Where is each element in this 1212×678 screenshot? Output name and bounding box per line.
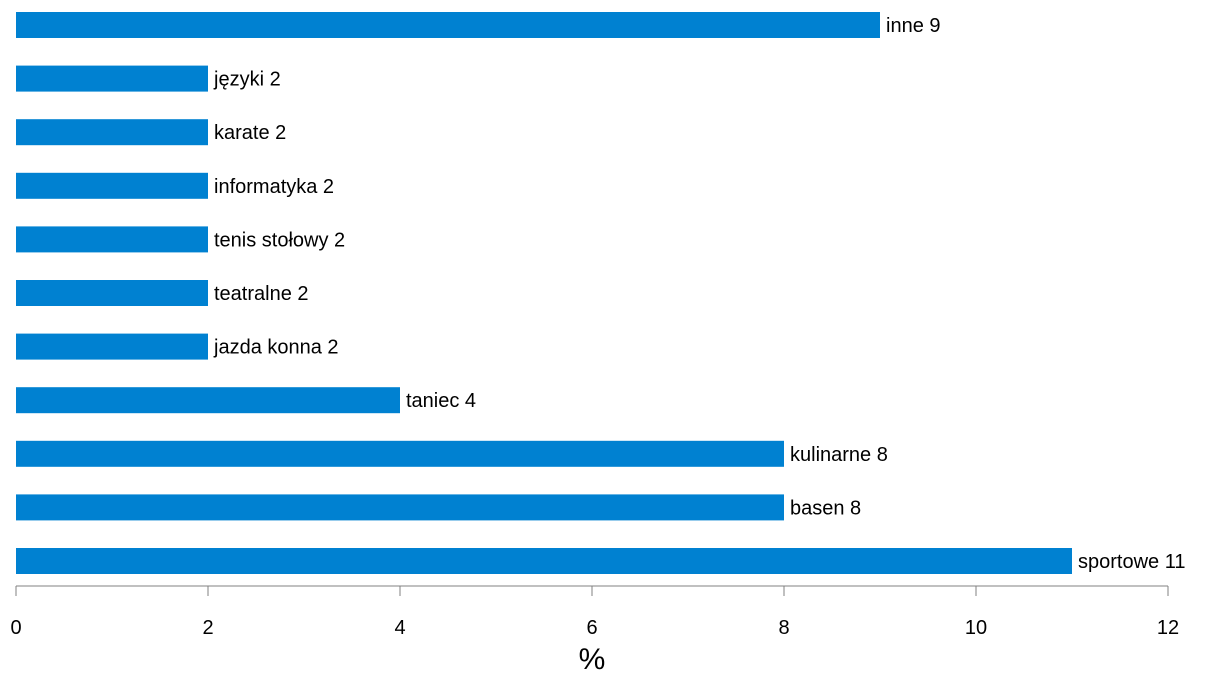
data-label: kulinarne 8: [790, 444, 888, 466]
bar-tenis-stołowy: [16, 226, 208, 253]
x-tick-label: 0: [10, 617, 21, 639]
data-label: teatralne 2: [214, 283, 309, 305]
data-label: informatyka 2: [214, 176, 334, 198]
data-label: języki 2: [213, 69, 281, 91]
bars-group: [16, 12, 1072, 574]
bar-taniec: [16, 387, 400, 414]
x-tick-label: 4: [394, 617, 405, 639]
bar-informatyka: [16, 172, 208, 199]
data-label: sportowe 11: [1078, 551, 1185, 573]
x-tick-label: 6: [586, 617, 597, 639]
bar-inne: [16, 12, 880, 38]
bar-basen: [16, 494, 784, 521]
bar-kulinarne: [16, 440, 784, 467]
data-label: jazda konna 2: [213, 337, 339, 359]
x-tick-label: 12: [1157, 617, 1179, 639]
bar-teatralne: [16, 280, 208, 306]
data-label: inne 9: [886, 15, 941, 37]
bar-karate: [16, 119, 208, 146]
x-tick-label: 10: [965, 617, 987, 639]
x-axis-ticks: 0 2 4 6 8 10 12: [10, 586, 1179, 639]
data-label: basen 8: [790, 497, 861, 519]
bar-jazda-konna: [16, 333, 208, 360]
data-label: tenis stołowy 2: [214, 229, 345, 251]
data-labels-group: sportowe 11 basen 8 kulinarne 8 taniec 4 jaz…: [213, 15, 1185, 573]
x-axis-title: %: [579, 643, 606, 673]
data-label: taniec 4: [406, 390, 476, 412]
bar-sportowe: [16, 548, 1072, 574]
bar-języki: [16, 65, 208, 92]
data-label: karate 2: [214, 122, 286, 144]
x-tick-label: 2: [202, 617, 213, 639]
x-tick-label: 8: [778, 617, 789, 639]
